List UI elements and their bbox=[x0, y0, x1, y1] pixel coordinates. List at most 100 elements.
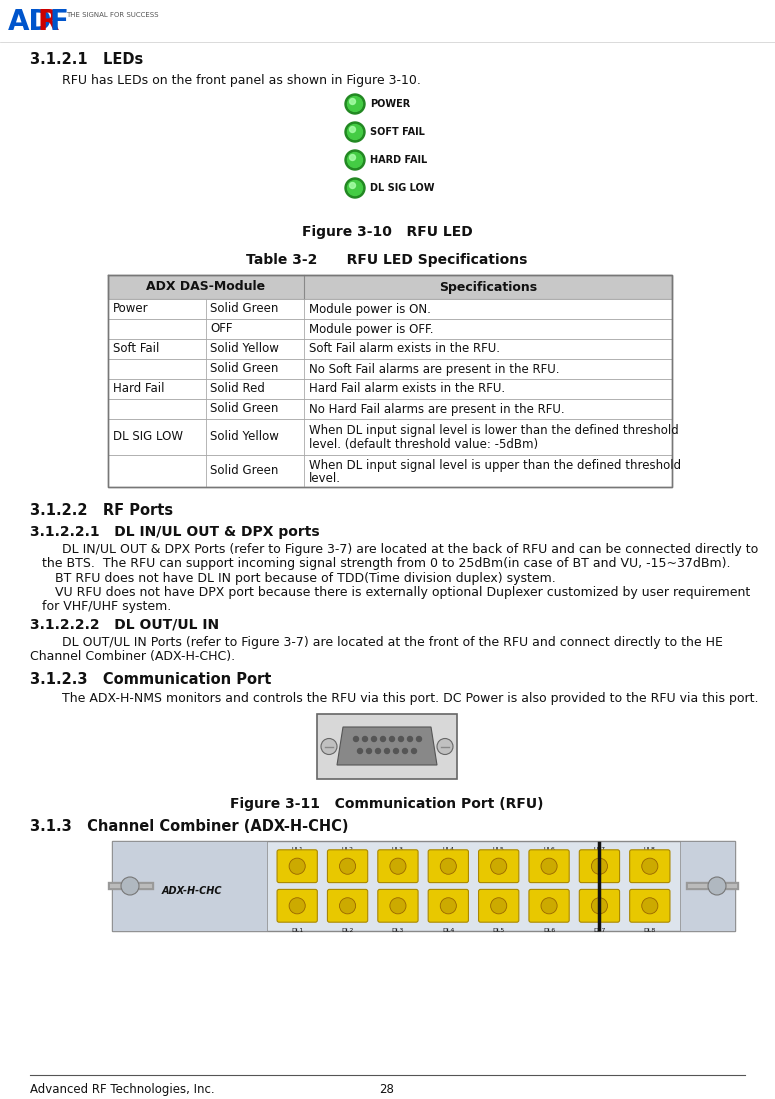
FancyBboxPatch shape bbox=[579, 889, 619, 922]
Text: Table 3-2      RFU LED Specifications: Table 3-2 RFU LED Specifications bbox=[246, 253, 528, 267]
Text: Power: Power bbox=[113, 302, 149, 315]
Circle shape bbox=[440, 898, 456, 914]
Text: When DL input signal level is upper than the defined threshold: When DL input signal level is upper than… bbox=[309, 458, 681, 471]
Text: RFU has LEDs on the front panel as shown in Figure 3-10.: RFU has LEDs on the front panel as shown… bbox=[62, 74, 421, 87]
Circle shape bbox=[347, 124, 363, 140]
Text: UL4: UL4 bbox=[443, 847, 454, 852]
Bar bbox=[108, 359, 672, 379]
FancyBboxPatch shape bbox=[327, 889, 367, 922]
Text: Module power is ON.: Module power is ON. bbox=[309, 302, 431, 315]
Circle shape bbox=[350, 155, 356, 160]
Circle shape bbox=[350, 99, 356, 104]
Circle shape bbox=[402, 748, 408, 754]
Circle shape bbox=[321, 739, 337, 755]
Text: UL7: UL7 bbox=[594, 847, 605, 852]
Text: 3.1.3   Channel Combiner (ADX-H-CHC): 3.1.3 Channel Combiner (ADX-H-CHC) bbox=[30, 819, 349, 834]
Text: When DL input signal level is lower than the defined threshold: When DL input signal level is lower than… bbox=[309, 424, 679, 437]
Text: DL8: DL8 bbox=[644, 928, 656, 933]
Text: DL1: DL1 bbox=[291, 928, 303, 933]
Text: Channel Combiner (ADX-H-CHC).: Channel Combiner (ADX-H-CHC). bbox=[30, 650, 235, 663]
Text: F: F bbox=[49, 8, 68, 36]
Circle shape bbox=[642, 858, 658, 875]
Circle shape bbox=[591, 858, 608, 875]
Circle shape bbox=[412, 748, 416, 754]
Bar bbox=[108, 399, 672, 419]
Text: Solid Yellow: Solid Yellow bbox=[210, 343, 279, 355]
FancyBboxPatch shape bbox=[377, 889, 418, 922]
FancyBboxPatch shape bbox=[529, 850, 569, 882]
Text: Soft Fail alarm exists in the RFU.: Soft Fail alarm exists in the RFU. bbox=[309, 343, 500, 355]
FancyBboxPatch shape bbox=[327, 850, 367, 882]
Text: THE SIGNAL FOR SUCCESS: THE SIGNAL FOR SUCCESS bbox=[66, 12, 159, 18]
Circle shape bbox=[350, 182, 356, 189]
Text: 3.1.2.2.2   DL OUT/UL IN: 3.1.2.2.2 DL OUT/UL IN bbox=[30, 618, 219, 632]
Text: R: R bbox=[37, 8, 58, 36]
Circle shape bbox=[591, 898, 608, 914]
Circle shape bbox=[408, 736, 412, 742]
Text: the BTS.  The RFU can support incoming signal strength from 0 to 25dBm(in case o: the BTS. The RFU can support incoming si… bbox=[42, 557, 731, 570]
Circle shape bbox=[363, 736, 367, 742]
Bar bbox=[680, 841, 735, 931]
Text: Solid Green: Solid Green bbox=[210, 363, 278, 376]
Text: DL SIG LOW: DL SIG LOW bbox=[113, 431, 183, 444]
Circle shape bbox=[345, 149, 365, 170]
Text: UL3: UL3 bbox=[392, 847, 404, 852]
Text: 3.1.2.1   LEDs: 3.1.2.1 LEDs bbox=[30, 52, 143, 67]
Text: DL4: DL4 bbox=[442, 928, 454, 933]
Circle shape bbox=[384, 748, 390, 754]
Text: UL6: UL6 bbox=[543, 847, 555, 852]
Circle shape bbox=[541, 858, 557, 875]
FancyBboxPatch shape bbox=[478, 889, 518, 922]
Text: 3.1.2.3   Communication Port: 3.1.2.3 Communication Port bbox=[30, 671, 271, 687]
Text: OFF: OFF bbox=[210, 322, 232, 335]
Circle shape bbox=[390, 736, 394, 742]
Text: level. (default threshold value: -5dBm): level. (default threshold value: -5dBm) bbox=[309, 439, 538, 452]
Text: UL2: UL2 bbox=[342, 847, 353, 852]
Text: No Hard Fail alarms are present in the RFU.: No Hard Fail alarms are present in the R… bbox=[309, 402, 565, 415]
Circle shape bbox=[345, 178, 365, 198]
Circle shape bbox=[345, 95, 365, 114]
Text: Solid Green: Solid Green bbox=[210, 465, 278, 477]
Bar bbox=[108, 275, 672, 487]
Circle shape bbox=[357, 748, 363, 754]
Circle shape bbox=[376, 748, 381, 754]
Circle shape bbox=[345, 122, 365, 142]
Text: level.: level. bbox=[309, 471, 341, 485]
Circle shape bbox=[390, 898, 406, 914]
Circle shape bbox=[289, 898, 305, 914]
Text: HARD FAIL: HARD FAIL bbox=[370, 155, 427, 165]
Bar bbox=[108, 319, 672, 338]
Text: DL5: DL5 bbox=[493, 928, 505, 933]
Circle shape bbox=[491, 858, 507, 875]
Text: DL6: DL6 bbox=[543, 928, 555, 933]
FancyBboxPatch shape bbox=[377, 850, 418, 882]
Circle shape bbox=[353, 736, 359, 742]
Text: Soft Fail: Soft Fail bbox=[113, 343, 160, 355]
Circle shape bbox=[339, 898, 356, 914]
Circle shape bbox=[437, 739, 453, 755]
Circle shape bbox=[394, 748, 398, 754]
FancyBboxPatch shape bbox=[579, 850, 619, 882]
Text: for VHF/UHF system.: for VHF/UHF system. bbox=[42, 600, 171, 613]
Bar bbox=[108, 455, 672, 487]
Text: Figure 3-10   RFU LED: Figure 3-10 RFU LED bbox=[301, 225, 473, 238]
Bar bbox=[108, 379, 672, 399]
Circle shape bbox=[371, 736, 377, 742]
Text: Solid Yellow: Solid Yellow bbox=[210, 431, 279, 444]
Circle shape bbox=[491, 898, 507, 914]
Circle shape bbox=[398, 736, 404, 742]
FancyBboxPatch shape bbox=[428, 850, 468, 882]
Text: The ADX-H-NMS monitors and controls the RFU via this port. DC Power is also prov: The ADX-H-NMS monitors and controls the … bbox=[62, 692, 759, 704]
Polygon shape bbox=[337, 728, 437, 765]
Text: UL8: UL8 bbox=[644, 847, 656, 852]
Text: UL5: UL5 bbox=[493, 847, 505, 852]
Bar bbox=[108, 299, 672, 319]
Circle shape bbox=[708, 877, 726, 895]
Text: No Soft Fail alarms are present in the RFU.: No Soft Fail alarms are present in the R… bbox=[309, 363, 560, 376]
Text: Advanced RF Technologies, Inc.: Advanced RF Technologies, Inc. bbox=[30, 1083, 215, 1096]
Text: Hard Fail alarm exists in the RFU.: Hard Fail alarm exists in the RFU. bbox=[309, 382, 505, 396]
Text: DL7: DL7 bbox=[593, 928, 605, 933]
Circle shape bbox=[440, 858, 456, 875]
Circle shape bbox=[121, 877, 139, 895]
Circle shape bbox=[390, 858, 406, 875]
